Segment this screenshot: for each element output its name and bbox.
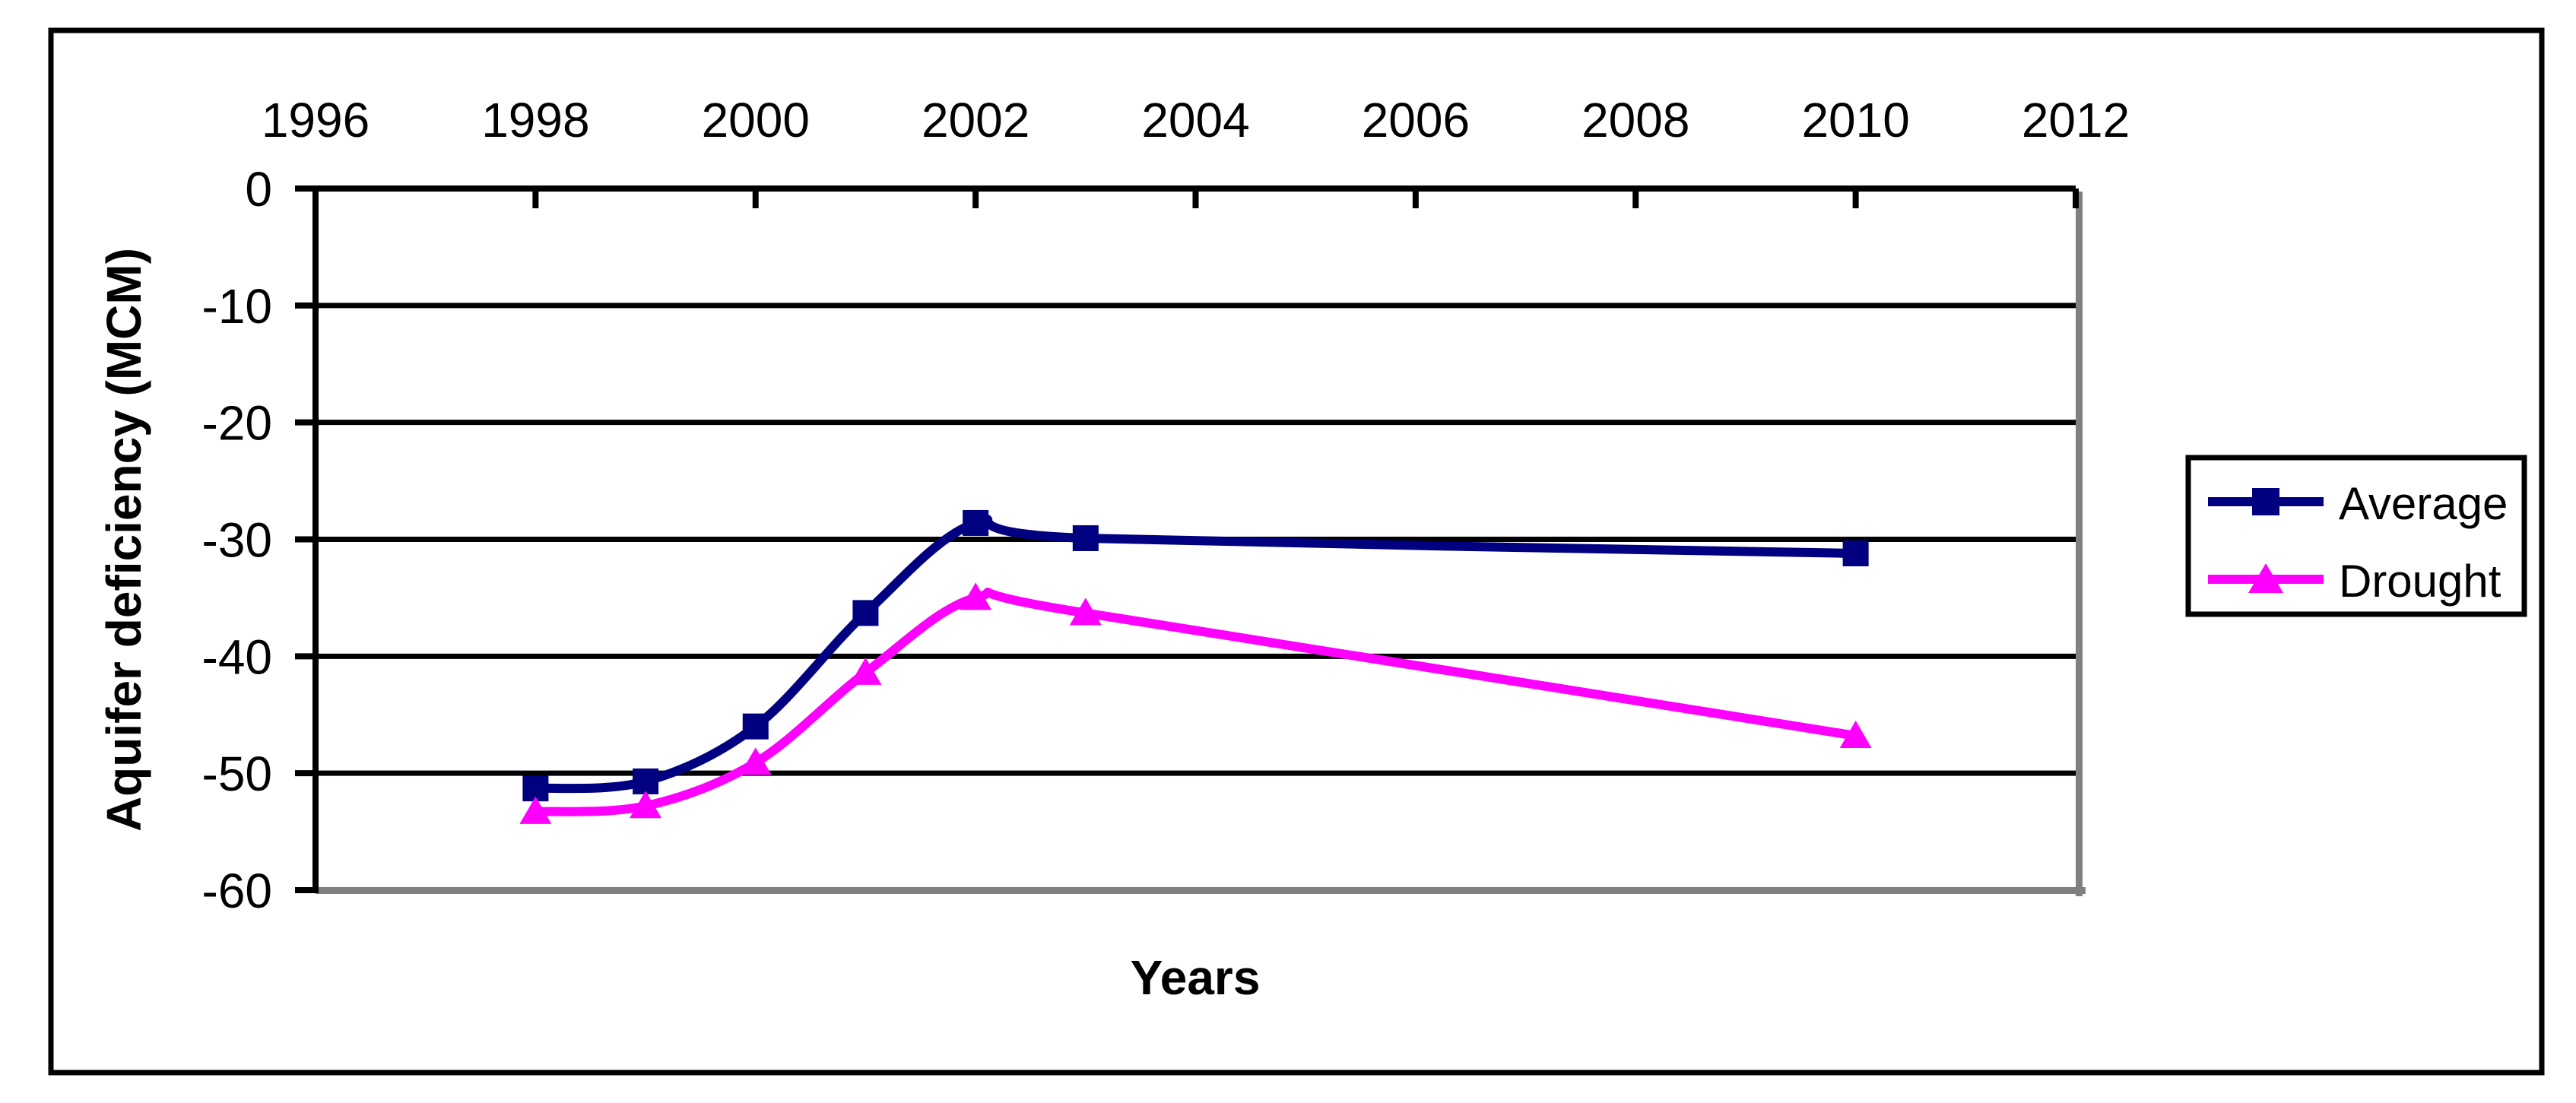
x-axis-title: Years bbox=[1131, 950, 1261, 1005]
data-series bbox=[519, 509, 1872, 824]
marker-triangle-drought bbox=[739, 747, 772, 775]
marker-triangle-drought bbox=[849, 657, 882, 685]
y-tick-label: -40 bbox=[202, 629, 273, 684]
marker-square-average bbox=[852, 600, 879, 626]
figure-border bbox=[48, 27, 2545, 1076]
x-tick-label: 2002 bbox=[922, 93, 1029, 147]
axes bbox=[295, 185, 2079, 893]
marker-triangle-drought bbox=[1839, 720, 1872, 748]
plot-shadow-bottom bbox=[316, 887, 2086, 894]
y-tick-label: -20 bbox=[202, 396, 273, 451]
legend-label-average: Average bbox=[2339, 478, 2508, 529]
x-tick-label: 2012 bbox=[2022, 93, 2130, 147]
legend: Average Drought bbox=[2185, 455, 2527, 617]
marker-square-average bbox=[633, 768, 659, 794]
x-tick-label: 2008 bbox=[1581, 93, 1689, 147]
series-line-average bbox=[531, 515, 1861, 794]
y-tick-label: -50 bbox=[202, 746, 273, 801]
x-tick-label: 2006 bbox=[1362, 93, 1470, 147]
y-axis-tick-labels: 0 -10 -20 -30 -40 -50 -60 bbox=[202, 162, 273, 918]
series-line-drought bbox=[531, 588, 1861, 816]
marker-triangle-drought bbox=[630, 791, 662, 819]
marker-triangle-drought bbox=[960, 582, 992, 610]
marker-square-average bbox=[1072, 525, 1099, 551]
plot-area-shadow bbox=[316, 192, 2086, 896]
x-tick-label: 1996 bbox=[262, 93, 370, 147]
y-axis-title: Aquifer deficiency (MCM) bbox=[97, 248, 151, 832]
plot-shadow-right bbox=[2076, 192, 2083, 896]
legend-entry-drought: Drought bbox=[2208, 556, 2501, 607]
x-tick-label: 2000 bbox=[702, 93, 810, 147]
x-tick-label: 2004 bbox=[1141, 93, 1249, 147]
legend-border bbox=[2185, 455, 2527, 617]
y-tick-label: -30 bbox=[202, 513, 273, 568]
y-tick-label: -60 bbox=[202, 864, 273, 918]
y-tick-label: -10 bbox=[202, 279, 273, 334]
legend-marker-drought-triangle bbox=[2248, 563, 2283, 593]
y-tick-label: 0 bbox=[245, 162, 272, 217]
legend-marker-average-square bbox=[2252, 488, 2279, 515]
legend-entry-average: Average bbox=[2208, 478, 2508, 529]
legend-label-drought: Drought bbox=[2339, 556, 2501, 607]
marker-triangle-drought bbox=[519, 796, 552, 824]
marker-square-average bbox=[963, 509, 989, 536]
x-axis-tick-labels: 1996 1998 2000 2002 2004 2006 2008 2010 2012 bbox=[262, 93, 2130, 147]
gridlines bbox=[316, 303, 2076, 776]
marker-square-average bbox=[742, 713, 769, 740]
x-tick-label: 1998 bbox=[481, 93, 589, 147]
x-tick-label: 2010 bbox=[1801, 93, 1909, 147]
marker-triangle-drought bbox=[1069, 597, 1102, 626]
marker-square-average bbox=[1842, 540, 1869, 566]
